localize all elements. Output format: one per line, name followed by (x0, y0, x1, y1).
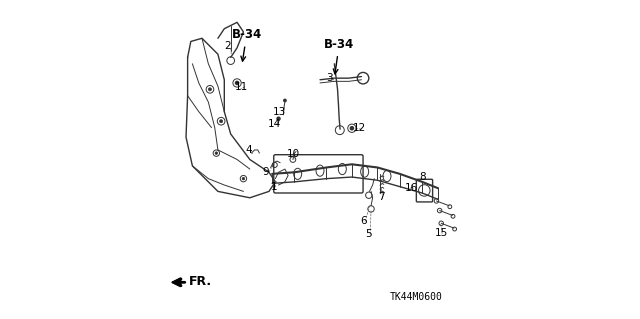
Text: 3: 3 (326, 73, 333, 83)
Text: 16: 16 (405, 183, 419, 193)
Text: 15: 15 (435, 228, 448, 238)
Text: 6: 6 (360, 216, 366, 226)
Circle shape (236, 81, 239, 85)
Text: 8: 8 (419, 172, 426, 182)
Text: 1: 1 (271, 182, 277, 192)
Text: 7: 7 (378, 192, 385, 202)
Text: 14: 14 (268, 119, 281, 130)
Text: B-34: B-34 (232, 28, 262, 61)
Text: 13: 13 (273, 107, 286, 117)
Text: 5: 5 (365, 228, 372, 239)
Text: 11: 11 (235, 82, 248, 92)
Circle shape (209, 88, 211, 91)
Text: 4: 4 (246, 145, 252, 155)
Circle shape (215, 152, 218, 154)
Circle shape (350, 127, 353, 130)
Circle shape (283, 99, 287, 102)
Text: 12: 12 (353, 123, 366, 133)
Circle shape (276, 116, 281, 121)
Text: B-34: B-34 (324, 38, 355, 74)
Text: 2: 2 (224, 41, 231, 51)
Text: TK44M0600: TK44M0600 (390, 292, 443, 302)
Text: 9: 9 (262, 167, 269, 177)
Circle shape (220, 120, 223, 123)
Text: FR.: FR. (189, 275, 212, 288)
Circle shape (242, 177, 244, 180)
Text: 10: 10 (286, 149, 300, 159)
